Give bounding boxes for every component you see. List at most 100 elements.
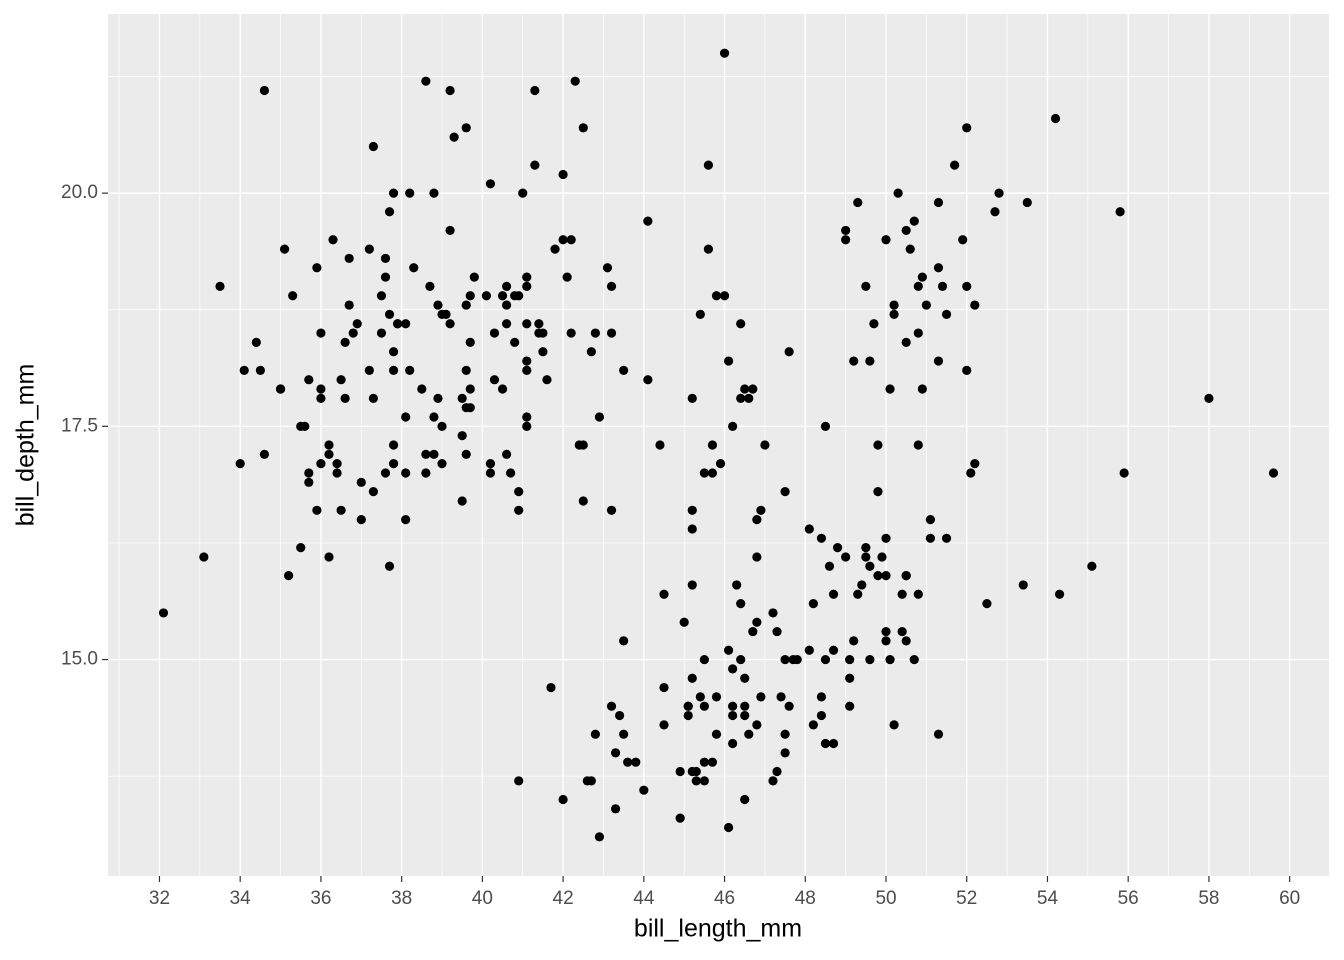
point	[425, 281, 435, 292]
point	[364, 365, 374, 375]
x-tick-label: 60	[1279, 888, 1300, 909]
y-tick-label: 15.0	[61, 649, 98, 670]
point	[481, 291, 492, 301]
point	[364, 244, 374, 254]
point	[703, 160, 714, 170]
point	[433, 300, 443, 310]
x-tick-label: 46	[714, 888, 735, 909]
point	[380, 253, 391, 264]
point	[284, 571, 294, 581]
point	[429, 449, 439, 459]
point	[723, 356, 734, 366]
point	[905, 244, 915, 254]
point	[828, 589, 839, 599]
point	[437, 421, 447, 431]
point	[316, 384, 326, 394]
point	[941, 309, 952, 319]
point	[324, 440, 334, 450]
point	[937, 281, 948, 292]
point	[352, 319, 362, 329]
point	[259, 85, 270, 96]
point	[384, 561, 395, 571]
x-tick-label: 34	[230, 888, 252, 909]
point	[437, 459, 447, 469]
y-tick-label: 20.0	[61, 182, 98, 203]
point	[925, 533, 936, 543]
point	[881, 626, 891, 637]
point	[788, 654, 798, 665]
point	[744, 729, 754, 739]
point	[239, 365, 249, 375]
point	[687, 524, 697, 534]
point	[719, 48, 730, 58]
point	[619, 365, 629, 375]
point	[881, 571, 891, 581]
x-tick-label: 42	[553, 888, 574, 909]
point	[752, 720, 762, 730]
point	[768, 608, 778, 618]
point	[465, 403, 475, 413]
point	[324, 552, 334, 562]
point	[522, 365, 532, 375]
point	[1268, 468, 1279, 478]
point	[909, 654, 919, 665]
point	[606, 328, 617, 338]
point	[841, 235, 851, 245]
point	[316, 393, 326, 403]
point	[941, 533, 952, 543]
point	[865, 561, 875, 571]
point	[732, 580, 742, 590]
point	[780, 487, 790, 497]
point	[780, 729, 790, 739]
point	[288, 291, 298, 301]
point	[893, 188, 903, 198]
point	[393, 319, 403, 329]
point	[534, 319, 544, 329]
point	[873, 487, 883, 497]
point	[752, 552, 762, 562]
point	[736, 319, 746, 329]
point	[356, 477, 366, 487]
point	[348, 328, 358, 338]
point	[506, 468, 516, 478]
point	[776, 692, 786, 702]
point	[546, 682, 556, 693]
point	[344, 300, 354, 310]
point	[1115, 207, 1125, 217]
point	[845, 654, 855, 665]
point	[659, 682, 669, 693]
point	[687, 393, 697, 403]
x-tick-label: 48	[795, 888, 816, 909]
point	[518, 188, 528, 198]
point	[550, 244, 560, 254]
point	[695, 309, 705, 319]
point	[752, 617, 762, 627]
point	[881, 235, 891, 245]
point	[522, 281, 532, 292]
point	[970, 459, 980, 469]
point	[275, 384, 286, 394]
point	[1204, 393, 1214, 403]
point	[711, 729, 722, 739]
point	[388, 188, 399, 198]
point	[497, 291, 508, 301]
point	[388, 347, 399, 357]
point	[421, 449, 431, 459]
point	[695, 692, 705, 702]
point	[606, 701, 617, 711]
point	[784, 347, 794, 357]
x-axis-title: bill_length_mm	[634, 915, 802, 943]
point	[530, 85, 540, 96]
point	[784, 701, 794, 711]
point	[913, 328, 923, 338]
point	[578, 496, 588, 506]
point	[808, 720, 818, 730]
point	[485, 459, 496, 469]
point	[514, 505, 524, 515]
point	[522, 412, 532, 422]
point	[514, 487, 524, 497]
x-tick-label: 50	[875, 888, 896, 909]
point	[586, 347, 596, 357]
point	[877, 552, 887, 562]
point	[841, 552, 851, 562]
